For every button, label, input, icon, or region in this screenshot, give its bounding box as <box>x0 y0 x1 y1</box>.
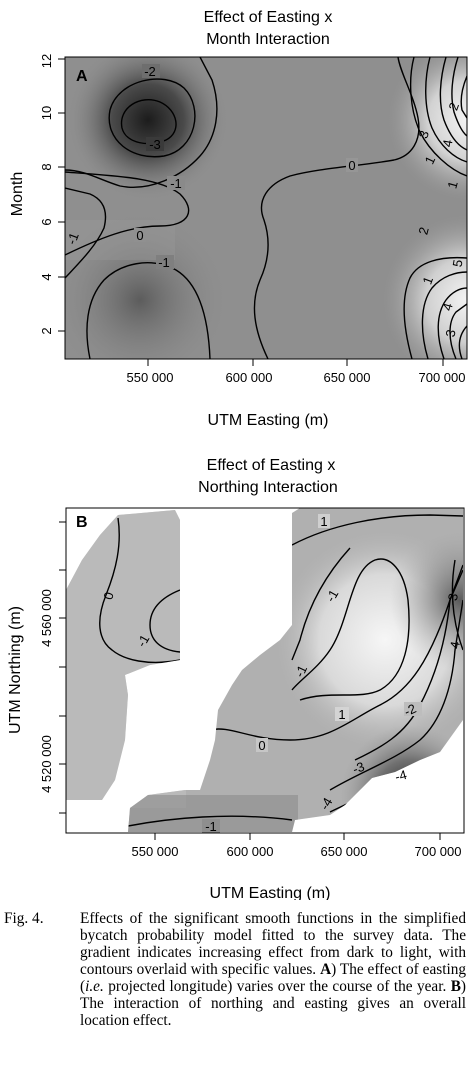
contour-label-b-8: 1 <box>338 707 345 722</box>
contour-label-b-12: -4 <box>393 767 408 784</box>
contour-label-b-5: -3 <box>444 592 461 606</box>
panel-b-ylabel: UTM Northing (m) <box>7 606 24 734</box>
contour-label-a-17: 4 <box>439 301 455 312</box>
contour-label-a-8: 1 <box>444 179 460 190</box>
contour-label-a-2: -3 <box>149 137 161 152</box>
panel-a-xtick-600000: 600 000 <box>226 370 273 385</box>
panel-b-title-line2: Northing Interaction <box>198 479 338 496</box>
caption-italic-ie: i.e. <box>85 978 104 995</box>
contour-label-b-1: 0 <box>100 590 116 601</box>
panel-b-letter: B <box>76 514 88 531</box>
contour-b-minus4-right <box>451 559 463 651</box>
panel-a-yaxis <box>58 58 65 332</box>
caption-text: Effects of the significant smooth functi… <box>80 910 466 1029</box>
contour-a-minus1-top <box>65 57 218 188</box>
caption-bold-b: B <box>450 978 461 995</box>
panel-b: Effect of Easting x Northing Interaction… <box>7 457 465 900</box>
panel-a-xtick-650000: 650 000 <box>324 370 371 385</box>
contour-label-a-10: 2 <box>445 100 462 112</box>
panel-a-ytick-4: 4 <box>39 273 54 280</box>
contour-b-minus3 <box>329 599 463 791</box>
contour-label-a-3: -1 <box>170 176 182 191</box>
contour-a-0-right <box>253 57 420 359</box>
contour-label-a-4: -1 <box>64 230 82 246</box>
panel-a-ytick-10: 10 <box>39 106 54 120</box>
panel-b-xlabel: UTM Easting (m) <box>210 885 331 900</box>
caption-part-2: ) The effect of easting ( <box>80 961 466 995</box>
caption-part-1: Effects of the significant smooth functi… <box>80 910 466 978</box>
panel-a-title-line2: Month Interaction <box>206 31 330 48</box>
contour-b-minus1-top <box>291 514 463 546</box>
panel-b-xtick-700000: 700 000 <box>415 844 462 859</box>
contour-label-a-15: 2 <box>415 225 431 236</box>
panel-a-heatmap <box>65 57 467 359</box>
panel-b-xtick-600000: 600 000 <box>227 844 274 859</box>
panel-b-yaxis <box>59 521 66 814</box>
figure-canvas: Effect of Easting x Month Interaction <box>7 9 468 900</box>
contour-label-a-11: 3 <box>415 128 432 140</box>
contour-label-b-14: -1 <box>205 819 217 834</box>
contour-label-a-1: -2 <box>144 64 156 79</box>
contour-label-b-6: -4 <box>446 640 463 654</box>
contour-label-a-7: 0 <box>348 158 355 173</box>
contour-a-minus2 <box>108 78 196 158</box>
panel-b-ytick-4520000: 4 520 000 <box>39 735 54 793</box>
panel-b-frame <box>65 507 465 834</box>
panel-a-xaxis <box>147 359 444 366</box>
contour-label-a-16: 3 <box>443 328 459 338</box>
panel-b-title-line1: Effect of Easting x <box>207 457 336 474</box>
panel-a-ytick-8: 8 <box>39 163 54 170</box>
caption-bold-a: A <box>320 961 332 978</box>
contour-a-minus1-left <box>65 187 107 279</box>
panel-a-frame <box>64 56 468 360</box>
caption-part-3: projected longitude) varies over the cou… <box>103 978 451 995</box>
contour-a-minus1-bottom <box>86 262 211 359</box>
contour-label-a-12: 4 <box>440 138 456 148</box>
caption-part-4: ) The interaction of northing and eastin… <box>80 978 466 1029</box>
panel-b-heatmap <box>66 508 463 832</box>
panel-a-ytick-6: 6 <box>39 218 54 225</box>
contour-b-1 <box>291 558 410 701</box>
panel-a-ylabel: Month <box>9 172 26 216</box>
panel-a-xtick-550000: 550 000 <box>127 370 174 385</box>
contour-b-0-left <box>99 517 181 664</box>
contour-label-a-5: -1 <box>158 255 170 270</box>
panel-a-ytick-12: 12 <box>39 54 54 68</box>
contour-label-b-9: -2 <box>402 701 419 719</box>
panel-a-ytick-2: 2 <box>39 327 54 334</box>
panel-b-xtick-650000: 650 000 <box>321 844 368 859</box>
contour-a-minus3 <box>120 99 177 145</box>
caption-label: Fig. 4. <box>4 910 44 927</box>
contour-b-minus1-mid <box>291 547 351 661</box>
panel-a-contours <box>65 57 467 359</box>
contour-label-a-13: 5 <box>450 258 466 268</box>
contour-label-b-4: -1 <box>292 663 310 680</box>
panel-a: Effect of Easting x Month Interaction <box>9 9 468 429</box>
panel-a-xtick-700000: 700 000 <box>419 370 466 385</box>
panel-a-xlabel: UTM Easting (m) <box>208 412 329 429</box>
panel-a-title-line1: Effect of Easting x <box>204 9 333 26</box>
contour-b-0-main <box>209 569 463 741</box>
panel-a-letter: A <box>76 68 88 85</box>
contour-label-a-6: 0 <box>136 228 143 243</box>
contour-label-b-11: -3 <box>350 759 366 777</box>
panel-b-xtick-550000: 550 000 <box>132 844 179 859</box>
contour-a-0-mid <box>65 171 190 256</box>
contour-label-a-14: 1 <box>419 274 436 286</box>
contour-label-b-3: 1 <box>320 514 327 529</box>
contour-b-minus1-bottom <box>127 815 293 827</box>
panel-b-xaxis <box>154 833 441 840</box>
contour-b-minus1-left <box>149 589 181 653</box>
panel-b-ytick-4560000: 4 560 000 <box>39 589 54 647</box>
contour-label-b-10: 0 <box>258 738 265 753</box>
